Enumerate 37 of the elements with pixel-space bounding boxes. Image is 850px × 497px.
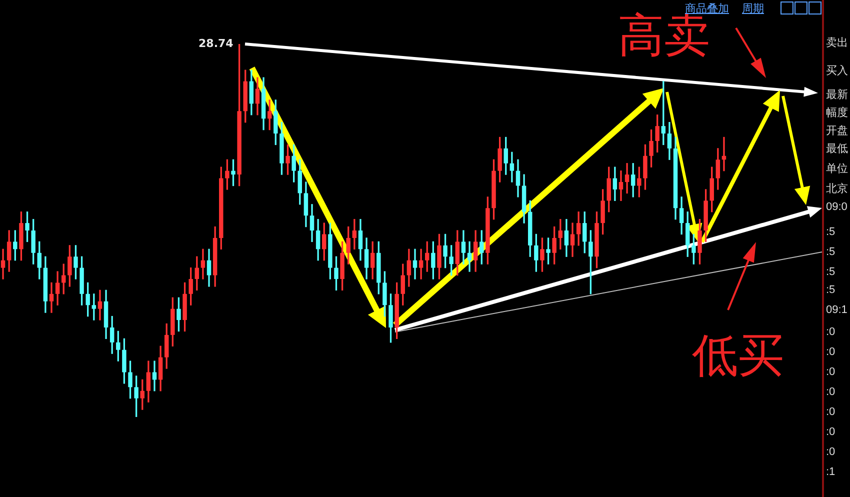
text: :0 — [826, 406, 836, 418]
text: :0 — [826, 346, 836, 358]
candlestick — [618, 170, 624, 201]
annotation: 低买 — [692, 328, 784, 382]
candlestick — [624, 163, 630, 194]
text: :0 — [826, 386, 836, 398]
candlestick — [510, 152, 514, 182]
candlestick — [200, 248, 206, 280]
annotation: 28.74 — [198, 36, 234, 50]
text: 幅度 — [826, 106, 848, 120]
text: 09:1 — [826, 304, 848, 316]
text: 最新 — [826, 88, 848, 102]
text: :0 — [826, 446, 836, 458]
candlestick — [152, 360, 157, 392]
text: :0 — [826, 426, 836, 438]
text: :5 — [826, 266, 836, 278]
text: 单位 — [826, 162, 848, 176]
text: :0 — [826, 366, 836, 378]
text: 周期 — [742, 1, 764, 16]
candlestick — [0, 248, 6, 280]
text: :0 — [826, 326, 836, 338]
candlestick — [98, 290, 102, 320]
candlestick — [418, 248, 424, 280]
text: :5 — [826, 284, 836, 296]
text: :5 — [826, 226, 836, 238]
candlestick — [412, 248, 418, 280]
text: 卖出 — [826, 36, 848, 50]
candlestick — [49, 282, 54, 313]
text: 09:0 — [826, 201, 848, 213]
text: :1 — [826, 466, 836, 478]
text: 开盘 — [826, 124, 848, 138]
text: :5 — [826, 246, 836, 258]
text: 买入 — [826, 64, 848, 78]
candlestick — [467, 241, 472, 272]
text: 北京 — [826, 182, 848, 196]
text: 商品叠加 — [685, 1, 729, 15]
text: 最低 — [826, 142, 848, 156]
